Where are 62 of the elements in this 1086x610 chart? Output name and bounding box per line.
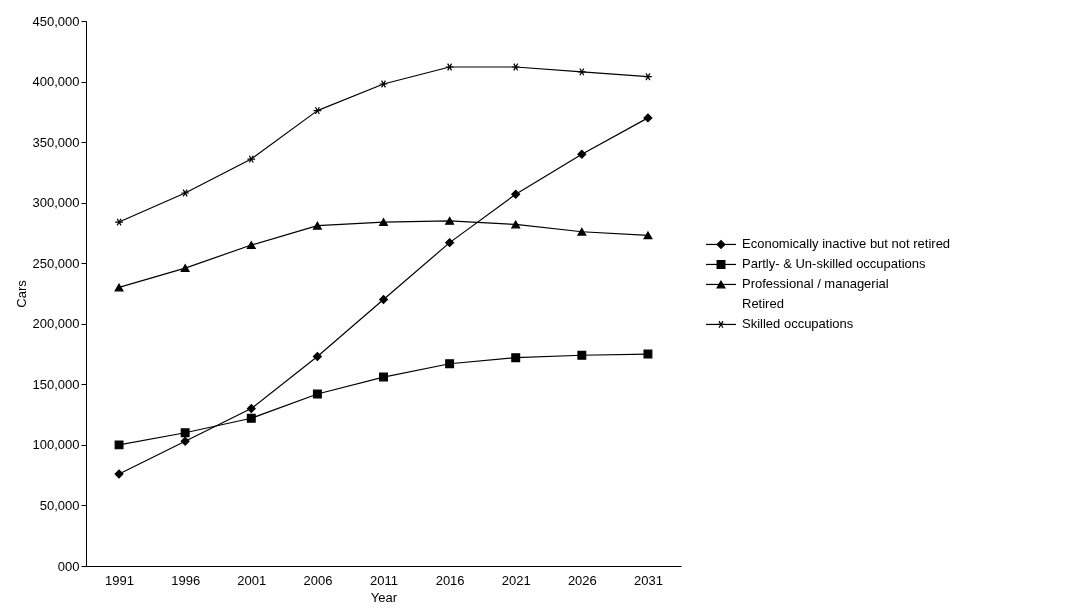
point (445, 359, 455, 369)
x-tick-label: 1996 (171, 572, 201, 588)
point (180, 264, 190, 273)
point (577, 350, 587, 360)
y-tick-label: 000 (57, 558, 80, 574)
point (379, 372, 388, 382)
point (312, 389, 322, 399)
point (445, 238, 455, 248)
point (445, 63, 455, 71)
y-tick-label: 250,000 (32, 255, 80, 271)
x-tick-label: 2031 (633, 572, 663, 588)
point (643, 72, 653, 81)
legend-label: Economically inactive but not retired (742, 236, 951, 252)
point (643, 231, 653, 240)
point (379, 295, 388, 305)
point (114, 469, 124, 479)
point (511, 353, 521, 363)
point (577, 227, 587, 236)
point (180, 189, 190, 197)
point (180, 428, 190, 438)
y-tick-label: 50,000 (39, 497, 80, 513)
point (577, 149, 587, 159)
point (114, 440, 124, 450)
x-tick-label: 2001 (237, 572, 267, 588)
x-tick-label: 2006 (303, 572, 333, 588)
point (577, 67, 587, 76)
text: Retired (742, 296, 784, 312)
x-tick-label: 2011 (370, 572, 398, 588)
point (379, 80, 388, 88)
point (180, 436, 190, 446)
point (114, 283, 124, 292)
point (511, 189, 521, 199)
y-tick-label: 100,000 (32, 437, 80, 453)
legend-label: Skilled occupations (742, 316, 854, 332)
y-tick-label: 200,000 (32, 316, 80, 332)
y-tick-label: 350,000 (32, 134, 80, 150)
y-tick-label: 300,000 (32, 195, 80, 211)
point (246, 404, 256, 414)
point (312, 352, 322, 361)
point (246, 413, 256, 423)
point (379, 218, 388, 226)
point (246, 155, 256, 164)
point (511, 220, 521, 229)
x-axis-title: Year (370, 589, 398, 605)
x-tick-label: 2021 (501, 572, 531, 588)
point (445, 216, 455, 225)
y-tick-label: 400,000 (32, 74, 80, 90)
point (312, 221, 322, 230)
x-tick-label: 2016 (435, 572, 465, 588)
point (246, 241, 256, 250)
y-tick-label: 450,000 (32, 13, 80, 29)
x-tick-label: 1991 (105, 572, 135, 588)
y-tick-label: 150,000 (32, 376, 80, 392)
x-tick-label: 2026 (567, 572, 597, 588)
legend-label: Partly- & Un-skilled occupations (742, 256, 927, 272)
point (643, 113, 653, 123)
y-axis-title: Cars (13, 279, 29, 308)
point (643, 349, 653, 359)
point (511, 63, 521, 71)
legend-label: Professional / managerial (742, 276, 889, 292)
point (114, 218, 124, 227)
point (312, 106, 322, 115)
